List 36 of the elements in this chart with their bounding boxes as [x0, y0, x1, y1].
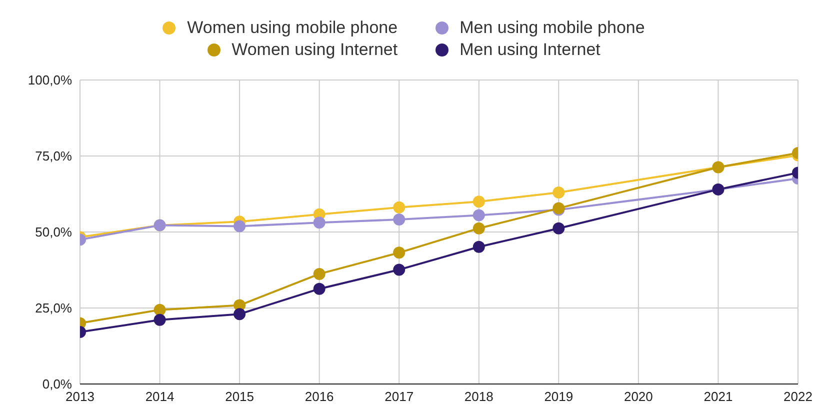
point: [472, 196, 485, 208]
point: [393, 214, 406, 226]
point: [472, 222, 485, 234]
x-tick-label: 2020: [624, 389, 653, 404]
point: [313, 216, 326, 229]
x-tick-label: 2021: [704, 389, 733, 404]
x-tick-label: 2013: [66, 389, 94, 404]
point: [393, 201, 406, 214]
point: [234, 308, 246, 320]
x-tick-label: 2022: [784, 389, 812, 404]
x-tick-label: 2015: [225, 389, 254, 404]
legend-label: Women using mobile phone: [187, 18, 398, 38]
y-tick-label: 0,0%: [42, 376, 72, 392]
x-tick-label: 2017: [384, 389, 414, 404]
point: [393, 246, 406, 259]
x-tick-label: 2019: [544, 389, 574, 404]
point: [154, 304, 166, 316]
y-tick-label: 50,0%: [35, 224, 72, 240]
point: [552, 222, 565, 234]
x-tick-label: 2018: [464, 389, 494, 404]
point: [552, 186, 565, 198]
x-tick-label: 2014: [145, 389, 174, 404]
point: [234, 220, 246, 232]
point: [472, 240, 485, 253]
point: [313, 268, 326, 280]
y-tick-label: 75,0%: [35, 148, 72, 164]
legend-label: Women using Internet: [232, 40, 398, 60]
x-tick-label: 2016: [304, 389, 334, 404]
point: [472, 209, 485, 222]
legend-label: Men using Internet: [460, 40, 600, 60]
point: [154, 314, 166, 326]
point: [393, 264, 406, 276]
y-tick-label: 25,0%: [35, 300, 72, 316]
y-tick-label: 100,0%: [28, 72, 72, 88]
legend-label: Men using mobile phone: [460, 18, 645, 38]
point: [313, 282, 326, 295]
